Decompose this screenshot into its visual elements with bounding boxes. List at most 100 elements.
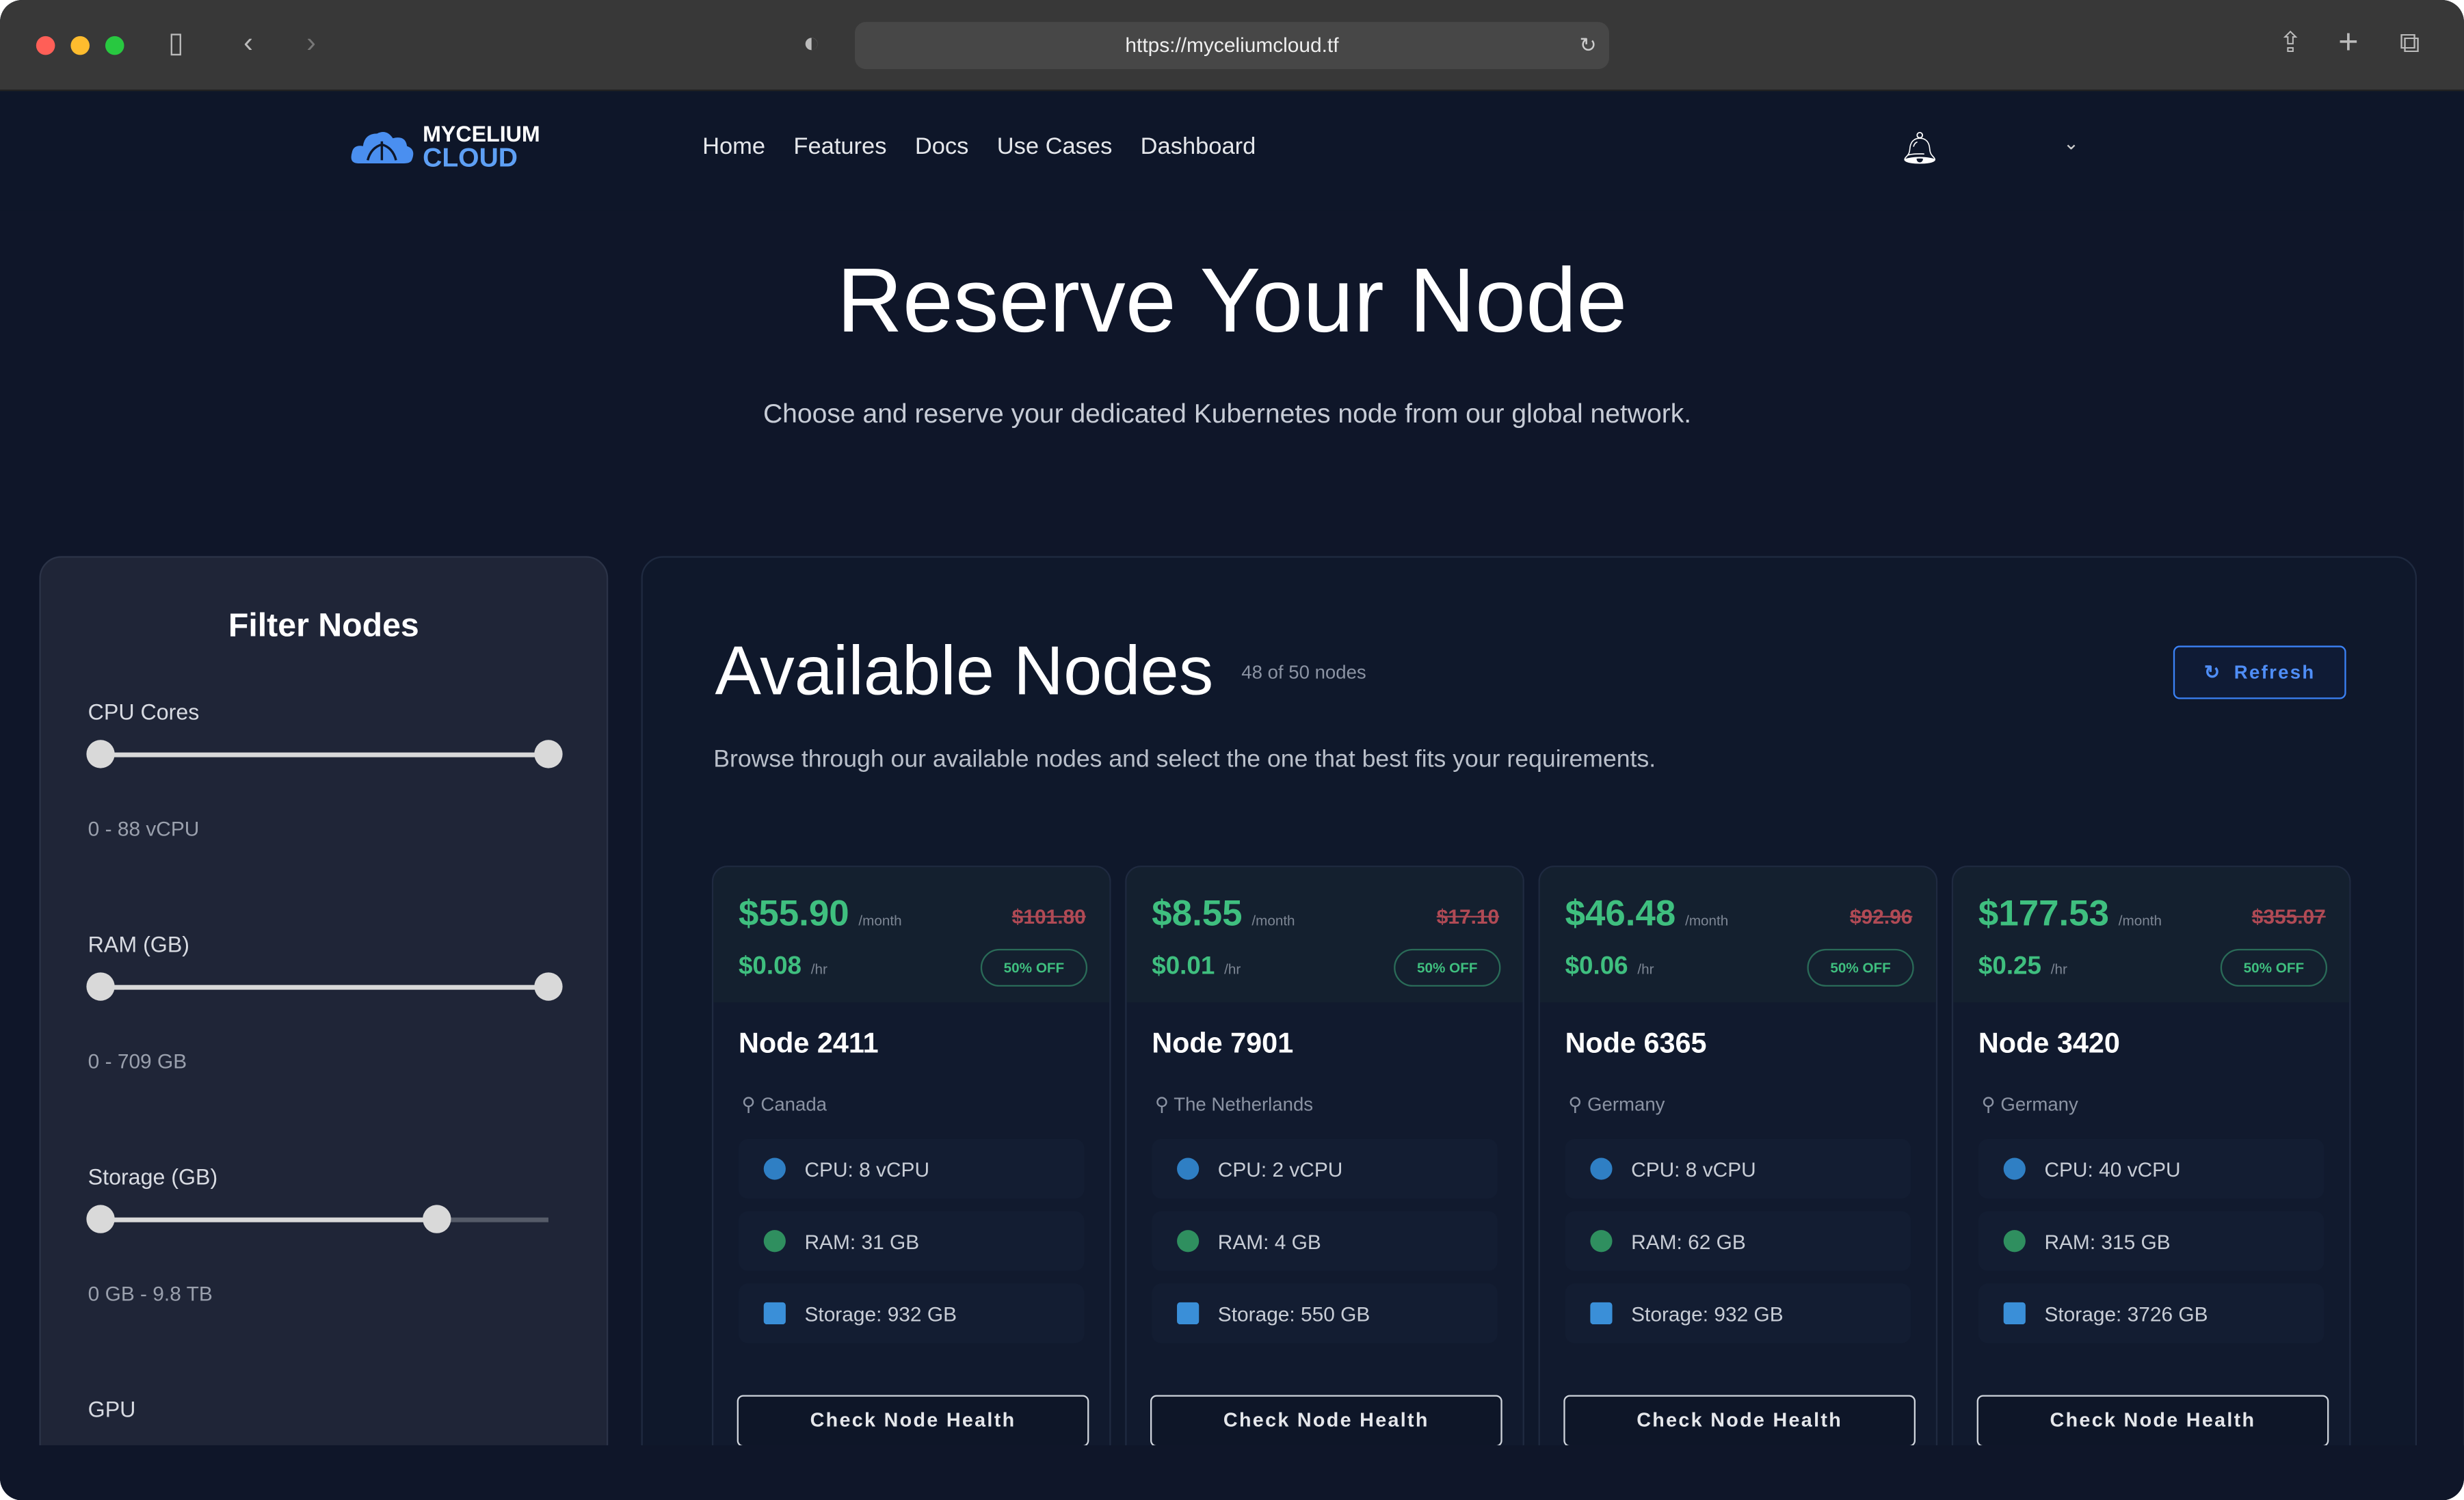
ram-spec: RAM: 315 GB bbox=[1978, 1211, 2324, 1271]
cpu-spec: CPU: 40 vCPU bbox=[1978, 1138, 2324, 1199]
hour-unit: /hr bbox=[810, 961, 827, 978]
ram-icon bbox=[763, 1230, 786, 1253]
refresh-label: Refresh bbox=[2234, 661, 2316, 684]
share-icon[interactable]: ⇪ bbox=[2278, 27, 2303, 59]
reload-icon[interactable]: ↻ bbox=[1579, 33, 1597, 57]
cpu-icon bbox=[1590, 1157, 1613, 1180]
hour-unit: /hr bbox=[1637, 961, 1654, 978]
ram-slider[interactable] bbox=[86, 972, 563, 1001]
node-location: ⚲ Germany bbox=[1982, 1093, 2078, 1115]
original-price: $92.96 bbox=[1850, 905, 1913, 928]
ram-text: RAM: 315 GB bbox=[2044, 1229, 2171, 1253]
storage-max-handle[interactable] bbox=[422, 1205, 451, 1233]
pricing-header: $55.90/month $101.80 $0.08/hr 50% OFF bbox=[713, 867, 1110, 1002]
original-price: $17.10 bbox=[1436, 905, 1500, 928]
maximize-window-button[interactable] bbox=[105, 36, 124, 55]
minimize-window-button[interactable] bbox=[70, 36, 90, 55]
address-bar[interactable]: https://myceliumcloud.tf ↻ bbox=[855, 22, 1609, 70]
cpu-icon bbox=[2003, 1157, 2026, 1180]
storage-range: 0 GB - 9.8 TB bbox=[88, 1282, 213, 1306]
monthly-price: $55.90/month bbox=[739, 892, 902, 935]
sidebar-toggle-icon[interactable]: ▯ bbox=[168, 27, 184, 59]
month-unit: /month bbox=[858, 913, 902, 928]
storage-icon bbox=[1177, 1302, 1200, 1325]
window-bottom bbox=[0, 1445, 2464, 1500]
node-card: $177.53/month $355.07 $0.25/hr 50% OFF N… bbox=[1951, 866, 2351, 1500]
storage-text: Storage: 932 GB bbox=[804, 1301, 957, 1326]
bell-icon[interactable]: 🔔︎ bbox=[1900, 132, 1940, 167]
cloud-logo-icon bbox=[351, 132, 414, 163]
discount-badge: 50% OFF bbox=[1807, 948, 1914, 987]
storage-spec: Storage: 932 GB bbox=[738, 1283, 1085, 1343]
ram-text: RAM: 4 GB bbox=[1217, 1229, 1321, 1253]
chevron-down-icon[interactable]: ⌄ bbox=[2063, 132, 2080, 155]
cpu-min-handle[interactable] bbox=[86, 740, 115, 768]
check-node-health-button[interactable]: Check Node Health bbox=[1976, 1395, 2329, 1447]
page-subtitle: Choose and reserve your dedicated Kubern… bbox=[763, 399, 1692, 429]
nodes-subtitle: Browse through our available nodes and s… bbox=[713, 746, 1656, 773]
node-card: $46.48/month $92.96 $0.06/hr 50% OFF Nod… bbox=[1538, 866, 1938, 1500]
filter-title: Filter Nodes bbox=[228, 608, 419, 645]
nav-use-cases[interactable]: Use Cases bbox=[996, 133, 1113, 161]
tabs-overview-icon[interactable]: ⧉ bbox=[2399, 27, 2420, 59]
discount-badge: 50% OFF bbox=[2220, 948, 2328, 987]
nav-docs[interactable]: Docs bbox=[914, 133, 969, 161]
pricing-header: $8.55/month $17.10 $0.01/hr 50% OFF bbox=[1126, 867, 1523, 1002]
node-location: ⚲ Canada bbox=[742, 1093, 827, 1115]
hourly-price: $0.25/hr bbox=[1978, 954, 2067, 982]
price-value: $55.90 bbox=[738, 892, 849, 933]
storage-label: Storage (GB) bbox=[88, 1164, 218, 1190]
back-icon[interactable]: ‹ bbox=[243, 27, 253, 59]
nodes-panel: Available Nodes 48 of 50 nodes ↻ Refresh … bbox=[641, 556, 2417, 1500]
original-price: $101.80 bbox=[1011, 905, 1086, 928]
hour-unit: /hr bbox=[1224, 961, 1241, 978]
storage-icon bbox=[2003, 1302, 2026, 1325]
node-name: Node 3420 bbox=[1978, 1027, 2120, 1059]
shield-icon[interactable]: ◐ bbox=[803, 27, 821, 59]
nav-links: Home Features Docs Use Cases Dashboard bbox=[702, 133, 1256, 160]
ram-icon bbox=[2003, 1230, 2026, 1253]
cpu-text: CPU: 8 vCPU bbox=[804, 1157, 930, 1181]
cpu-spec: CPU: 8 vCPU bbox=[1565, 1138, 1911, 1199]
monthly-price: $8.55/month bbox=[1152, 892, 1295, 935]
new-tab-icon[interactable]: + bbox=[2338, 22, 2359, 62]
hourly-value: $0.06 bbox=[1565, 953, 1628, 980]
cpu-icon bbox=[1177, 1157, 1200, 1180]
discount-badge: 50% OFF bbox=[1394, 948, 1501, 987]
storage-slider[interactable] bbox=[86, 1205, 548, 1233]
nav-features[interactable]: Features bbox=[793, 133, 887, 161]
check-node-health-button[interactable]: Check Node Health bbox=[737, 1395, 1089, 1447]
nav-dashboard[interactable]: Dashboard bbox=[1140, 133, 1256, 161]
cpu-max-handle[interactable] bbox=[534, 740, 563, 768]
refresh-button[interactable]: ↻ Refresh bbox=[2173, 645, 2346, 699]
price-value: $8.55 bbox=[1152, 892, 1243, 933]
forward-icon[interactable]: › bbox=[306, 27, 316, 59]
cpu-slider[interactable] bbox=[86, 740, 563, 768]
location-text: Germany bbox=[2000, 1093, 2078, 1116]
node-grid: $55.90/month $101.80 $0.08/hr 50% OFF No… bbox=[711, 866, 2351, 1500]
close-window-button[interactable] bbox=[36, 36, 55, 55]
storage-icon bbox=[763, 1302, 786, 1325]
ram-max-handle[interactable] bbox=[534, 972, 563, 1001]
pricing-header: $177.53/month $355.07 $0.25/hr 50% OFF bbox=[1953, 867, 2350, 1002]
logo[interactable]: MYCELIUM CLOUD bbox=[349, 122, 540, 173]
monthly-price: $46.48/month bbox=[1565, 892, 1729, 935]
logo-line2: CLOUD bbox=[423, 143, 518, 173]
cpu-label: CPU Cores bbox=[88, 699, 200, 725]
storage-spec: Storage: 932 GB bbox=[1565, 1283, 1911, 1343]
check-node-health-button[interactable]: Check Node Health bbox=[1563, 1395, 1916, 1447]
nav-home[interactable]: Home bbox=[702, 133, 766, 161]
location-text: Germany bbox=[1587, 1093, 1665, 1116]
cpu-text: CPU: 40 vCPU bbox=[2044, 1157, 2181, 1181]
nodes-title: Available Nodes bbox=[715, 633, 1214, 710]
discount-badge: 50% OFF bbox=[980, 948, 1088, 987]
ram-min-handle[interactable] bbox=[86, 972, 115, 1001]
check-node-health-button[interactable]: Check Node Health bbox=[1150, 1395, 1502, 1447]
node-name: Node 6365 bbox=[1565, 1027, 1707, 1059]
ram-spec: RAM: 31 GB bbox=[738, 1211, 1085, 1271]
storage-min-handle[interactable] bbox=[86, 1205, 115, 1233]
ram-icon bbox=[1177, 1230, 1200, 1253]
browser-titlebar: ▯ ‹ › ◐ https://myceliumcloud.tf ↻ ⇪ + ⧉ bbox=[0, 0, 2464, 92]
storage-text: Storage: 550 GB bbox=[1217, 1301, 1370, 1326]
